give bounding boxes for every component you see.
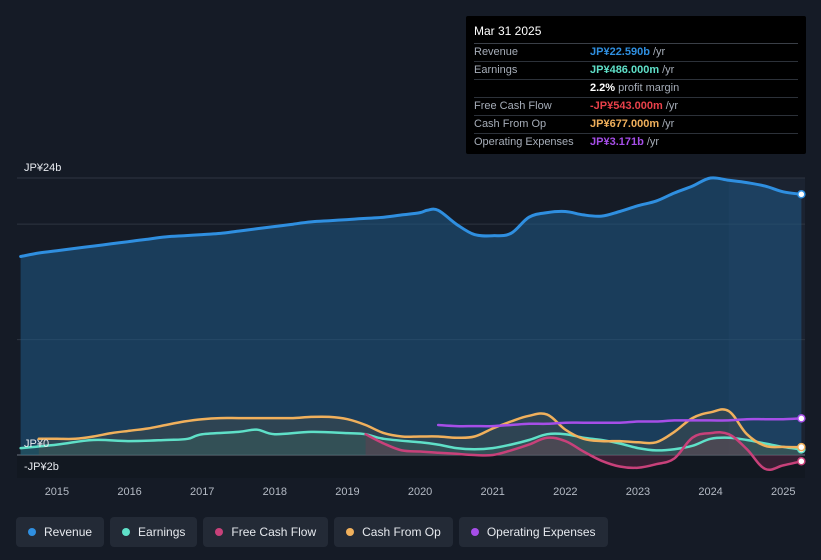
legend-label: Free Cash Flow	[231, 525, 317, 539]
tooltip-row: Cash From Op JP¥677.000m/yr	[474, 116, 798, 134]
x-tick-label: 2018	[263, 486, 287, 498]
legend-label: Operating Expenses	[486, 525, 596, 539]
revenue-area	[20, 177, 802, 455]
tooltip-row: Free Cash Flow -JP¥543.000m/yr	[474, 98, 798, 116]
tooltip-row-value: 2.2%	[590, 82, 616, 94]
legend-dot-icon	[215, 528, 224, 536]
legend-item-cash-from-op[interactable]: Cash From Op	[334, 517, 453, 547]
legend-item-revenue[interactable]: Revenue	[16, 517, 105, 547]
tooltip-row: Earnings JP¥486.000m/yr	[474, 62, 798, 80]
tooltip-date: Mar 31 2025	[474, 24, 798, 44]
tooltip-row-label: Operating Expenses	[474, 136, 574, 148]
tooltip-row-value: JP¥22.590b	[590, 46, 650, 58]
free-cash-flow-end-marker	[797, 457, 806, 466]
tooltip-rows: Revenue JP¥22.590b/yr Earnings JP¥486.000m /…	[474, 44, 798, 151]
free-cash-flow-line	[364, 431, 803, 472]
x-axis: 2015 2016 2017 2018 2019 2020 2021 2022 2023 2024…	[45, 486, 796, 498]
y-tick-label: JP¥24b	[24, 162, 61, 174]
tooltip-row-unit: /yr	[646, 136, 660, 148]
tooltip-row-value: JP¥3.171b	[590, 136, 644, 148]
y-axis: JP¥24b JP¥0 -JP¥2b	[24, 162, 61, 473]
operating-expenses-line	[436, 417, 803, 428]
tooltip-row-unit: /yr	[665, 100, 679, 112]
x-tick-label: 2017	[190, 486, 214, 498]
tooltip-row-unit: /yr	[662, 118, 675, 130]
revenue-end-marker	[797, 190, 806, 199]
tooltip-row-unit: /yr	[662, 64, 675, 76]
tooltip-row-label	[474, 80, 590, 97]
legend-label: Revenue	[44, 525, 93, 539]
x-tick-label: 2024	[698, 486, 722, 498]
tooltip-row-label: Revenue	[474, 46, 519, 58]
tooltip-row: 2.2% profit margin	[474, 80, 798, 98]
tooltip-row-label: Earnings	[474, 64, 518, 76]
series-end-markers	[797, 190, 806, 466]
tooltip-row-unit: /yr	[652, 46, 666, 58]
series-lines	[19, 176, 803, 472]
tooltip-row: Operating Expenses JP¥3.171b/yr	[474, 134, 798, 151]
legend-dot-icon	[470, 528, 479, 536]
free-cash-flow-area	[365, 432, 802, 470]
series-areas	[20, 177, 802, 470]
x-tick-label: 2025	[771, 486, 795, 498]
legend-item-free-cash-flow[interactable]: Free Cash Flow	[203, 517, 329, 547]
tooltip-row-label: Cash From Op	[474, 118, 547, 130]
y-tick-label: -JP¥2b	[24, 461, 59, 473]
cash-from-op-end-marker	[797, 442, 806, 452]
x-tick-label: 2022	[553, 486, 577, 498]
tooltip-row: Revenue JP¥22.590b/yr	[474, 44, 798, 62]
tooltip-row-unit: profit margin	[618, 82, 680, 94]
legend-dot-icon	[28, 528, 36, 536]
tooltip-row-value: JP¥486.000m	[590, 64, 660, 76]
legend-dot-icon	[122, 528, 131, 536]
tooltip-row-value: JP¥677.000m	[590, 118, 660, 130]
cash-from-op-area	[38, 409, 802, 455]
legend-label: Cash From Op	[362, 525, 441, 539]
x-tick-label: 2021	[480, 486, 504, 498]
legend-item-earnings[interactable]: Earnings	[110, 517, 198, 547]
tooltip-row-label: Free Cash Flow	[474, 100, 552, 112]
operating-expenses-end-marker	[797, 414, 806, 423]
legend-item-operating-expenses[interactable]: Operating Expenses	[458, 517, 608, 547]
earnings-line	[19, 428, 803, 452]
x-tick-label: 2020	[408, 486, 432, 498]
chart-legend: Revenue Earnings Free Cash Flow Cash From O…	[16, 517, 608, 547]
tooltip-row-value: -JP¥543.000m	[590, 100, 663, 112]
x-tick-label: 2015	[45, 486, 69, 498]
negative-band	[17, 455, 805, 478]
x-tick-label: 2016	[117, 486, 141, 498]
revenue-line	[19, 176, 803, 258]
y-tick-label: JP¥0	[24, 438, 49, 450]
legend-dot-icon	[346, 528, 355, 536]
x-tick-label: 2019	[335, 486, 359, 498]
data-tooltip: Mar 31 2025 Revenue JP¥22.590b/yr Earnings…	[466, 16, 806, 154]
legend-label: Earnings	[138, 525, 186, 539]
cash-from-op-line	[37, 408, 803, 449]
x-tick-label: 2023	[626, 486, 650, 498]
